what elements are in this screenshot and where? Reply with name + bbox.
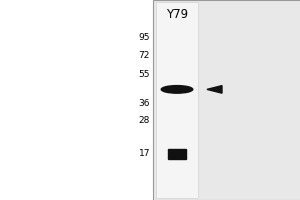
Text: Y79: Y79 — [166, 8, 188, 21]
Ellipse shape — [161, 86, 193, 93]
Text: 36: 36 — [139, 99, 150, 108]
Text: 72: 72 — [139, 51, 150, 60]
Bar — [156, 2, 198, 198]
Text: 17: 17 — [139, 149, 150, 158]
Bar — [168, 149, 186, 159]
Bar — [153, 0, 300, 200]
Text: 55: 55 — [139, 70, 150, 79]
Text: 28: 28 — [139, 116, 150, 125]
Polygon shape — [207, 86, 222, 93]
Text: 95: 95 — [139, 33, 150, 42]
